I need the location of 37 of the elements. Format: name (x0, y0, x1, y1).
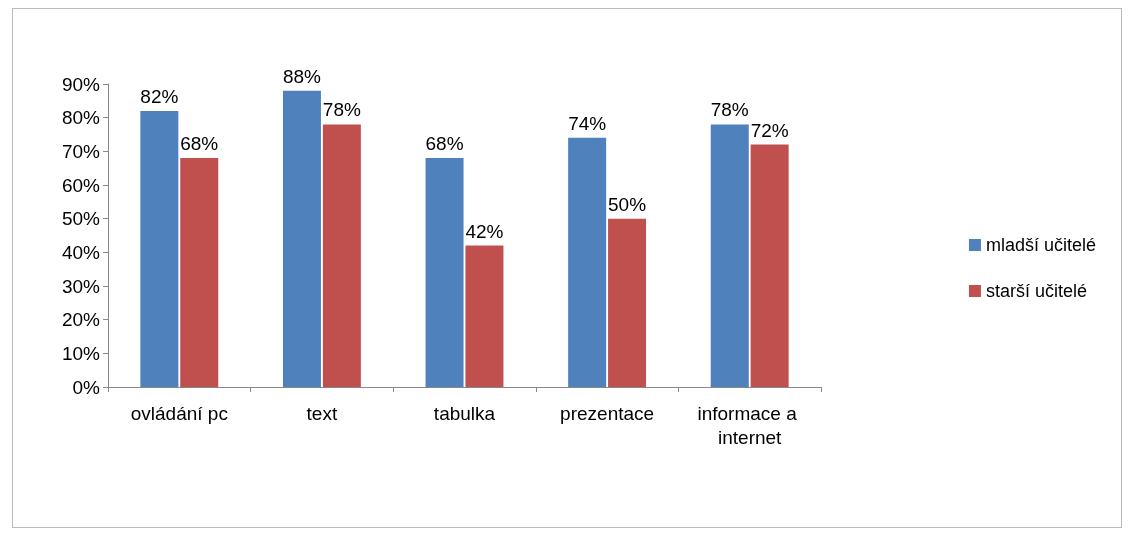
x-tick-label: text (306, 402, 338, 424)
bar (322, 124, 361, 387)
data-label: 68% (180, 133, 219, 155)
y-tick-label: 80% (61, 107, 101, 129)
bar (425, 158, 464, 387)
bar (282, 90, 321, 387)
data-label: 50% (608, 193, 647, 215)
data-label: 78% (322, 99, 361, 121)
data-label: 78% (710, 99, 749, 121)
data-label: 68% (425, 133, 464, 155)
bar (608, 218, 647, 387)
legend-label: starší učitelé (985, 281, 1087, 301)
data-label: 88% (282, 65, 322, 87)
bar (140, 110, 179, 387)
data-label: 74% (568, 112, 607, 134)
data-label: 82% (140, 85, 179, 107)
x-tick-label: prezentace (560, 402, 655, 424)
y-tick-label: 90% (61, 73, 101, 95)
y-tick-label: 30% (61, 275, 101, 297)
y-tick-label: 0% (72, 376, 101, 398)
y-tick-label: 70% (61, 140, 101, 162)
y-tick-label: 20% (61, 309, 101, 331)
bar (710, 124, 749, 387)
data-label: 72% (750, 119, 789, 141)
x-tick-label: ovládání pc (130, 402, 228, 424)
x-tick-label: tabulka (433, 402, 496, 424)
y-tick-label: 50% (61, 208, 101, 230)
data-label: 42% (465, 220, 504, 242)
bar (180, 158, 219, 387)
bar (568, 137, 607, 387)
y-tick-label: 60% (61, 174, 101, 196)
x-tick-label: informace a internet (697, 402, 802, 448)
y-tick-label: 10% (61, 342, 101, 364)
y-tick-label: 40% (61, 241, 101, 263)
bar (465, 245, 504, 387)
bar (750, 144, 789, 387)
legend-label: mladší učitelé (985, 235, 1097, 255)
